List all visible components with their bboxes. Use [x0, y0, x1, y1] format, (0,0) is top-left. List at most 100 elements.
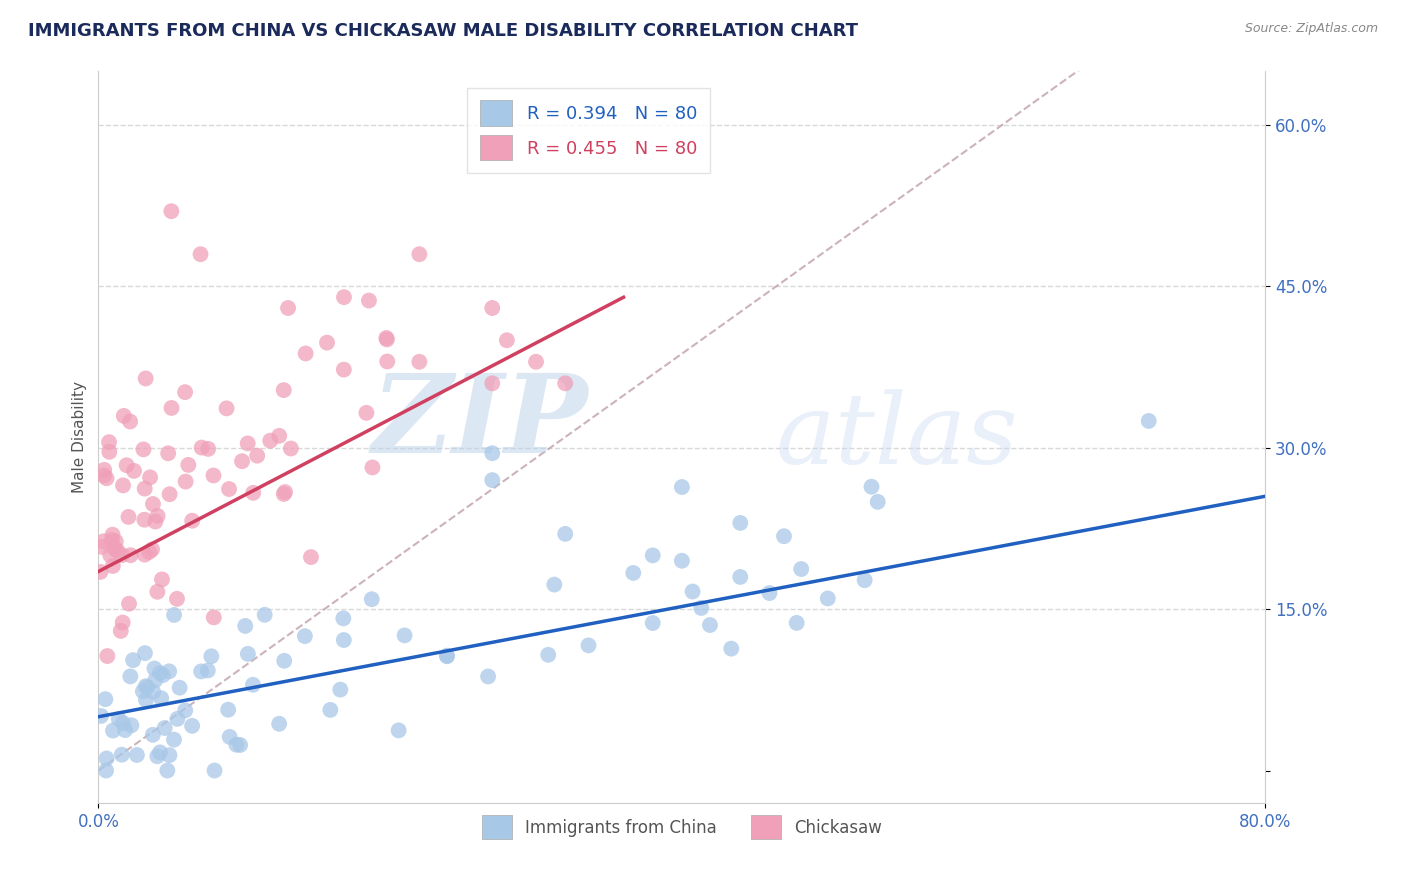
Point [125, 747, 148, 762]
Point [408, 355, 430, 369]
Point [163, 732, 186, 747]
Point [101, 533, 124, 547]
Point [280, 442, 302, 456]
Point [375, 354, 398, 368]
Point [277, 301, 299, 315]
Point [229, 738, 252, 752]
Point [524, 355, 547, 369]
Point [122, 653, 145, 667]
Point [135, 693, 157, 707]
Point [146, 749, 169, 764]
Point [135, 679, 157, 693]
Point [118, 597, 141, 611]
Point [105, 543, 128, 558]
Point [481, 446, 503, 460]
Point [120, 718, 142, 732]
Point [375, 331, 398, 345]
Point [436, 649, 458, 664]
Point [150, 691, 173, 706]
Legend: Immigrants from China, Chickasaw: Immigrants from China, Chickasaw [475, 809, 889, 846]
Point [136, 680, 159, 694]
Point [273, 487, 295, 501]
Y-axis label: Male Disability: Male Disability [72, 381, 87, 493]
Point [94, 764, 117, 778]
Point [114, 723, 136, 737]
Point [101, 559, 124, 574]
Point [690, 601, 713, 615]
Point [537, 648, 560, 662]
Point [135, 371, 157, 385]
Point [104, 542, 127, 557]
Point [98, 445, 121, 459]
Point [160, 401, 183, 415]
Point [394, 628, 416, 642]
Point [163, 607, 186, 622]
Point [111, 716, 134, 731]
Point [375, 333, 398, 347]
Point [190, 441, 212, 455]
Point [1137, 414, 1160, 428]
Point [273, 654, 295, 668]
Point [190, 665, 212, 679]
Point [408, 247, 430, 261]
Point [481, 473, 503, 487]
Point [150, 573, 173, 587]
Point [233, 619, 256, 633]
Point [259, 434, 281, 448]
Point [699, 618, 721, 632]
Point [477, 669, 499, 683]
Point [90, 709, 112, 723]
Text: IMMIGRANTS FROM CHINA VS CHICKASAW MALE DISABILITY CORRELATION CHART: IMMIGRANTS FROM CHINA VS CHICKASAW MALE … [28, 22, 858, 40]
Point [236, 436, 259, 450]
Point [197, 664, 219, 678]
Point [146, 584, 169, 599]
Point [641, 549, 664, 563]
Point [146, 508, 169, 523]
Point [93, 468, 115, 483]
Point [356, 406, 378, 420]
Point [236, 647, 259, 661]
Point [357, 293, 380, 308]
Point [141, 542, 163, 557]
Point [120, 415, 142, 429]
Point [143, 673, 166, 688]
Point [730, 516, 752, 530]
Point [132, 442, 155, 457]
Point [98, 435, 121, 450]
Point [316, 335, 339, 350]
Point [181, 514, 204, 528]
Point [134, 646, 156, 660]
Point [138, 545, 160, 559]
Point [98, 548, 121, 562]
Point [274, 485, 297, 500]
Point [360, 592, 382, 607]
Point [157, 665, 180, 679]
Point [93, 463, 115, 477]
Point [110, 624, 132, 638]
Point [621, 566, 644, 580]
Point [200, 649, 222, 664]
Point [671, 554, 693, 568]
Point [120, 669, 142, 683]
Point [174, 703, 197, 717]
Point [790, 562, 813, 576]
Point [152, 668, 174, 682]
Point [730, 570, 752, 584]
Point [142, 685, 165, 699]
Text: Source: ZipAtlas.com: Source: ZipAtlas.com [1244, 22, 1378, 36]
Point [225, 738, 247, 752]
Point [159, 487, 181, 501]
Point [134, 482, 156, 496]
Point [319, 703, 342, 717]
Point [190, 247, 212, 261]
Point [218, 730, 240, 744]
Point [273, 383, 295, 397]
Point [94, 692, 117, 706]
Point [153, 721, 176, 735]
Point [107, 712, 129, 726]
Point [132, 684, 155, 698]
Point [111, 747, 134, 762]
Point [93, 534, 115, 549]
Point [333, 290, 356, 304]
Text: atlas: atlas [775, 390, 1018, 484]
